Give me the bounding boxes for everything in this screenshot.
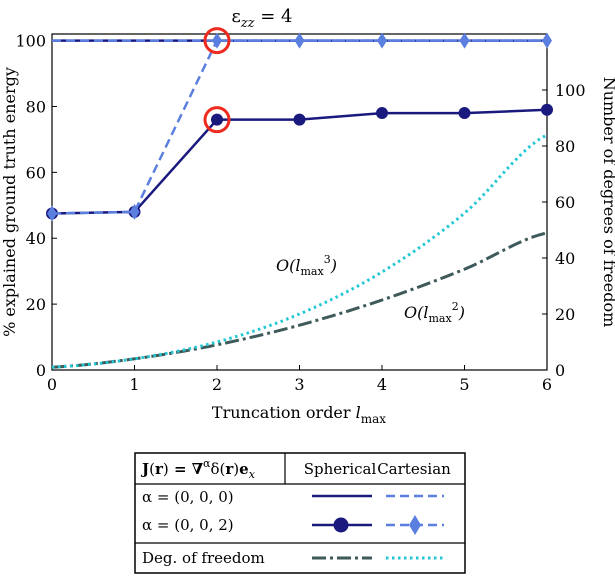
y-tick-label: 0 [36,361,46,380]
y2-tick-label: 40 [555,249,575,268]
y2-tick-label: 80 [555,137,575,156]
series-point-diamond [129,203,140,220]
series-point-diamond [47,205,57,222]
x-axis-label: Truncation order lmax [212,403,386,426]
highlight-circle [203,27,231,55]
legend: J(r) = ∇αδ(r)ex Spherical Cartesian α = … [134,452,466,574]
chart-title: εzz = 4 [231,6,292,31]
y2-axis-label: Number of degrees of freedom [600,77,615,328]
y-axis-ticks: 0 20 40 60 80 100 [15,32,57,380]
series-point-circle [211,113,223,126]
x-tick-label: 0 [47,375,57,394]
y-tick-label: 20 [26,295,46,314]
legend-row-alpha000: α = (0, 0, 0) [142,488,234,506]
legend-header-formula: J(r) = ∇αδ(r)ex [140,457,256,481]
y-axis-label: % explained ground truth energy [0,67,19,337]
series-point-diamond [212,32,222,49]
x-tick-label: 3 [294,375,304,394]
x-tick-label: 5 [459,375,469,394]
legend-col-spherical: Spherical [304,460,377,478]
series-point-circle [541,103,553,116]
series-point-circle [376,107,388,120]
legend-row-alpha002: α = (0, 0, 2) [142,516,234,534]
x-tick-label: 4 [377,375,387,394]
annotation-cubic: O(lmax3) [276,253,337,278]
series-point-circle [293,113,306,126]
series-point-diamond [377,32,387,49]
y2-tick-label: 100 [555,81,586,100]
series-point-circle [458,107,471,120]
y-tick-label: 100 [15,32,46,51]
legend-marker-cartesian-002 [409,515,421,535]
y-tick-label: 80 [26,97,46,116]
y2-axis-ticks: 0 20 40 60 80 100 [542,81,586,380]
plot-frame [51,33,548,371]
highlight-layer [203,27,231,134]
series-line-3 [51,39,547,215]
y2-tick-label: 20 [555,305,575,324]
series-line-5 [51,133,548,369]
highlight-circle [203,106,231,134]
annotation-quadratic: O(lmax2) [404,300,465,325]
legend-col-cartesian: Cartesian [377,460,451,478]
series-line-4 [51,231,548,369]
x-tick-label: 6 [542,375,552,394]
series-point-diamond [459,32,470,49]
y-tick-label: 40 [26,229,46,248]
y-tick-label: 60 [26,163,46,182]
series-layer [46,32,553,369]
x-tick-label: 1 [129,375,139,394]
y2-tick-label: 0 [555,361,565,380]
x-tick-label: 2 [212,375,222,394]
series-point-diamond [542,32,552,49]
x-axis-ticks: 0 1 2 3 4 5 6 [47,365,552,394]
legend-marker-spherical-002 [333,517,349,533]
legend-row-dof: Deg. of freedom [142,549,265,567]
y2-tick-label: 60 [555,193,575,212]
series-point-diamond [294,32,305,49]
legend-box [134,452,466,574]
